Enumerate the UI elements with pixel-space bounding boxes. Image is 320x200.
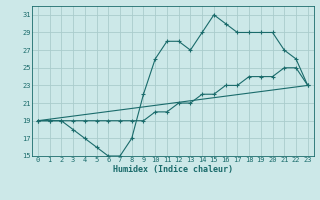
X-axis label: Humidex (Indice chaleur): Humidex (Indice chaleur) <box>113 165 233 174</box>
